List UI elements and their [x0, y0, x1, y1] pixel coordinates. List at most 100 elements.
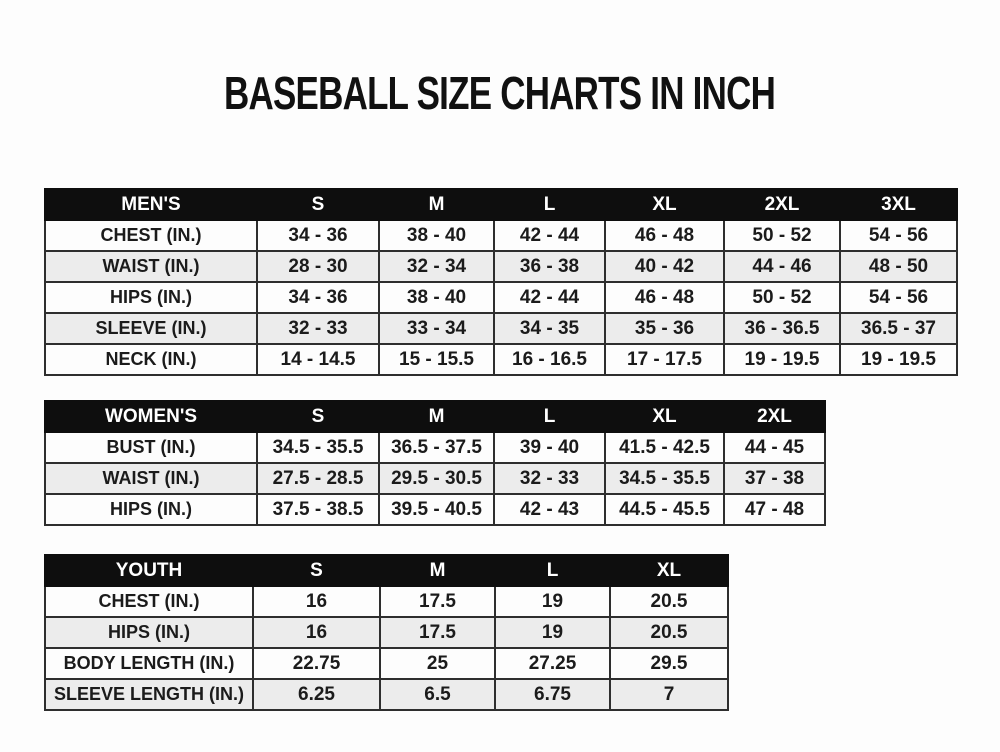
row-label: CHEST (IN.)	[44, 219, 258, 252]
size-value: 36.5 - 37.5	[378, 431, 495, 464]
size-value: 29.5	[609, 647, 729, 680]
table-row: HIPS (IN.) 37.5 - 38.5 39.5 - 40.5 42 - …	[44, 493, 826, 526]
size-value: 42 - 43	[493, 493, 606, 526]
size-value: 14 - 14.5	[256, 343, 380, 376]
womens-col-l: L	[493, 400, 606, 433]
size-value: 29.5 - 30.5	[378, 462, 495, 495]
size-value: 50 - 52	[723, 219, 841, 252]
size-value: 40 - 42	[604, 250, 725, 283]
page-title: BASEBALL SIZE CHARTS IN INCH	[224, 67, 776, 119]
row-label: CHEST (IN.)	[44, 585, 254, 618]
size-value: 16	[252, 585, 381, 618]
size-value: 32 - 33	[493, 462, 606, 495]
mens-header-row: MEN'S S M L XL 2XL 3XL	[44, 188, 958, 221]
size-value: 41.5 - 42.5	[604, 431, 725, 464]
mens-col-2xl: 2XL	[723, 188, 841, 221]
page-title-container: BASEBALL SIZE CHARTS IN INCH	[0, 70, 1000, 116]
table-row: CHEST (IN.) 34 - 36 38 - 40 42 - 44 46 -…	[44, 219, 958, 252]
womens-col-s: S	[256, 400, 380, 433]
row-label: BODY LENGTH (IN.)	[44, 647, 254, 680]
mens-col-xl: XL	[604, 188, 725, 221]
youth-header-row: YOUTH S M L XL	[44, 554, 729, 587]
mens-size-table: MEN'S S M L XL 2XL 3XL CHEST (IN.) 34 - …	[44, 188, 958, 376]
size-value: 44.5 - 45.5	[604, 493, 725, 526]
table-row: SLEEVE (IN.) 32 - 33 33 - 34 34 - 35 35 …	[44, 312, 958, 345]
size-value: 37.5 - 38.5	[256, 493, 380, 526]
size-value: 32 - 34	[378, 250, 495, 283]
size-value: 36 - 36.5	[723, 312, 841, 345]
youth-col-xl: XL	[609, 554, 729, 587]
table-row: BODY LENGTH (IN.) 22.75 25 27.25 29.5	[44, 647, 729, 680]
size-value: 22.75	[252, 647, 381, 680]
womens-col-m: M	[378, 400, 495, 433]
size-value: 36 - 38	[493, 250, 606, 283]
size-value: 48 - 50	[839, 250, 958, 283]
womens-col-xl: XL	[604, 400, 725, 433]
size-value: 54 - 56	[839, 281, 958, 314]
youth-table-title-cell: YOUTH	[44, 554, 254, 587]
row-label: HIPS (IN.)	[44, 281, 258, 314]
womens-header-row: WOMEN'S S M L XL 2XL	[44, 400, 826, 433]
size-value: 20.5	[609, 616, 729, 649]
size-value: 25	[379, 647, 496, 680]
size-value: 37 - 38	[723, 462, 826, 495]
size-value: 42 - 44	[493, 281, 606, 314]
size-value: 28 - 30	[256, 250, 380, 283]
womens-size-table: WOMEN'S S M L XL 2XL BUST (IN.) 34.5 - 3…	[44, 400, 826, 526]
mens-col-l: L	[493, 188, 606, 221]
row-label: WAIST (IN.)	[44, 462, 258, 495]
size-value: 7	[609, 678, 729, 711]
size-value: 17.5	[379, 585, 496, 618]
size-value: 34.5 - 35.5	[604, 462, 725, 495]
table-row: WAIST (IN.) 27.5 - 28.5 29.5 - 30.5 32 -…	[44, 462, 826, 495]
size-value: 27.25	[494, 647, 611, 680]
size-value: 19 - 19.5	[839, 343, 958, 376]
size-value: 39 - 40	[493, 431, 606, 464]
size-value: 19 - 19.5	[723, 343, 841, 376]
table-row: BUST (IN.) 34.5 - 35.5 36.5 - 37.5 39 - …	[44, 431, 826, 464]
size-value: 27.5 - 28.5	[256, 462, 380, 495]
size-value: 35 - 36	[604, 312, 725, 345]
table-row: NECK (IN.) 14 - 14.5 15 - 15.5 16 - 16.5…	[44, 343, 958, 376]
size-value: 47 - 48	[723, 493, 826, 526]
womens-table-title-cell: WOMEN'S	[44, 400, 258, 433]
table-row: SLEEVE LENGTH (IN.) 6.25 6.5 6.75 7	[44, 678, 729, 711]
size-value: 33 - 34	[378, 312, 495, 345]
size-value: 32 - 33	[256, 312, 380, 345]
size-value: 20.5	[609, 585, 729, 618]
row-label: HIPS (IN.)	[44, 616, 254, 649]
size-value: 17 - 17.5	[604, 343, 725, 376]
size-value: 36.5 - 37	[839, 312, 958, 345]
mens-col-3xl: 3XL	[839, 188, 958, 221]
row-label: WAIST (IN.)	[44, 250, 258, 283]
table-row: HIPS (IN.) 34 - 36 38 - 40 42 - 44 46 - …	[44, 281, 958, 314]
row-label: NECK (IN.)	[44, 343, 258, 376]
size-value: 34 - 36	[256, 219, 380, 252]
size-value: 6.5	[379, 678, 496, 711]
womens-col-2xl: 2XL	[723, 400, 826, 433]
row-label: SLEEVE LENGTH (IN.)	[44, 678, 254, 711]
youth-size-table: YOUTH S M L XL CHEST (IN.) 16 17.5 19 20…	[44, 554, 729, 711]
youth-col-l: L	[494, 554, 611, 587]
mens-table-title-cell: MEN'S	[44, 188, 258, 221]
size-value: 50 - 52	[723, 281, 841, 314]
table-row: HIPS (IN.) 16 17.5 19 20.5	[44, 616, 729, 649]
size-value: 6.75	[494, 678, 611, 711]
size-value: 54 - 56	[839, 219, 958, 252]
size-value: 38 - 40	[378, 281, 495, 314]
size-value: 39.5 - 40.5	[378, 493, 495, 526]
size-value: 46 - 48	[604, 219, 725, 252]
size-value: 16	[252, 616, 381, 649]
size-value: 44 - 46	[723, 250, 841, 283]
row-label: SLEEVE (IN.)	[44, 312, 258, 345]
size-value: 16 - 16.5	[493, 343, 606, 376]
youth-col-s: S	[252, 554, 381, 587]
size-value: 46 - 48	[604, 281, 725, 314]
row-label: BUST (IN.)	[44, 431, 258, 464]
size-value: 44 - 45	[723, 431, 826, 464]
size-value: 19	[494, 585, 611, 618]
mens-col-m: M	[378, 188, 495, 221]
size-value: 34 - 36	[256, 281, 380, 314]
mens-col-s: S	[256, 188, 380, 221]
size-value: 38 - 40	[378, 219, 495, 252]
